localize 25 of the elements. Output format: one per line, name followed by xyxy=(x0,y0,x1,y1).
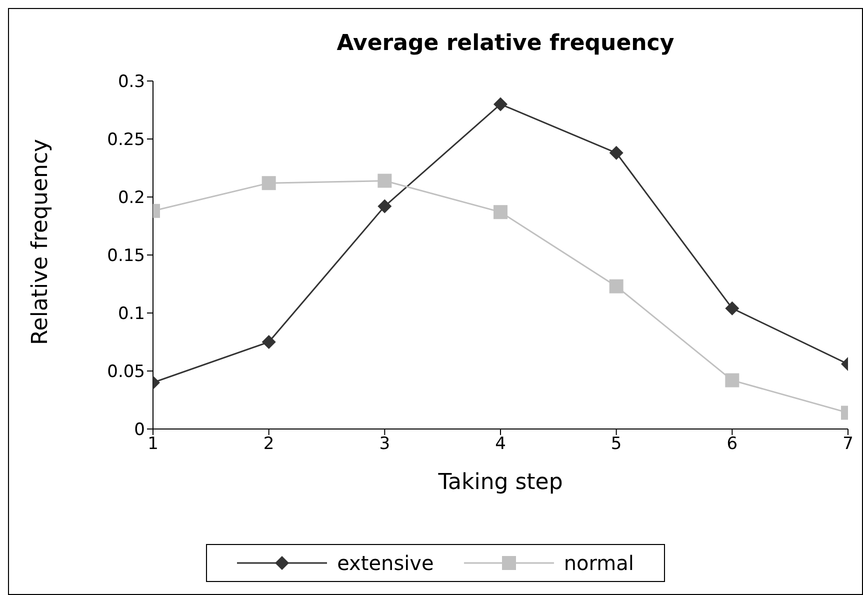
chart-title: Average relative frequency xyxy=(336,31,676,56)
y-tick-label: 0.15 xyxy=(107,246,145,266)
y-tick-label: 0.05 xyxy=(107,362,145,382)
x-tick-label: 5 xyxy=(610,434,622,454)
x-tick-label: 3 xyxy=(379,434,390,454)
y-tick-label: 0 xyxy=(134,420,145,440)
point xyxy=(494,205,508,220)
x-tick-label: 1 xyxy=(148,434,158,454)
x-tick-label: 6 xyxy=(726,434,738,454)
point xyxy=(494,97,508,112)
x-tick-label: 7 xyxy=(842,434,854,454)
point xyxy=(378,199,392,214)
y-tick-label: 0.2 xyxy=(118,188,145,208)
y-tick-label: 0.1 xyxy=(118,304,145,324)
x-tick-label: 4 xyxy=(495,434,506,454)
legend-label: extensive xyxy=(337,551,434,575)
y-tick-label: 0.25 xyxy=(107,130,145,150)
legend-label: normal xyxy=(564,551,634,575)
point xyxy=(609,146,624,160)
x-tick-label: 2 xyxy=(263,434,274,454)
x-axis-title: Taking step xyxy=(437,470,563,495)
y-tick-label: 0.3 xyxy=(118,72,145,92)
point xyxy=(378,174,392,188)
point xyxy=(609,279,624,294)
y-axis-title: Relative frequency xyxy=(28,138,53,345)
